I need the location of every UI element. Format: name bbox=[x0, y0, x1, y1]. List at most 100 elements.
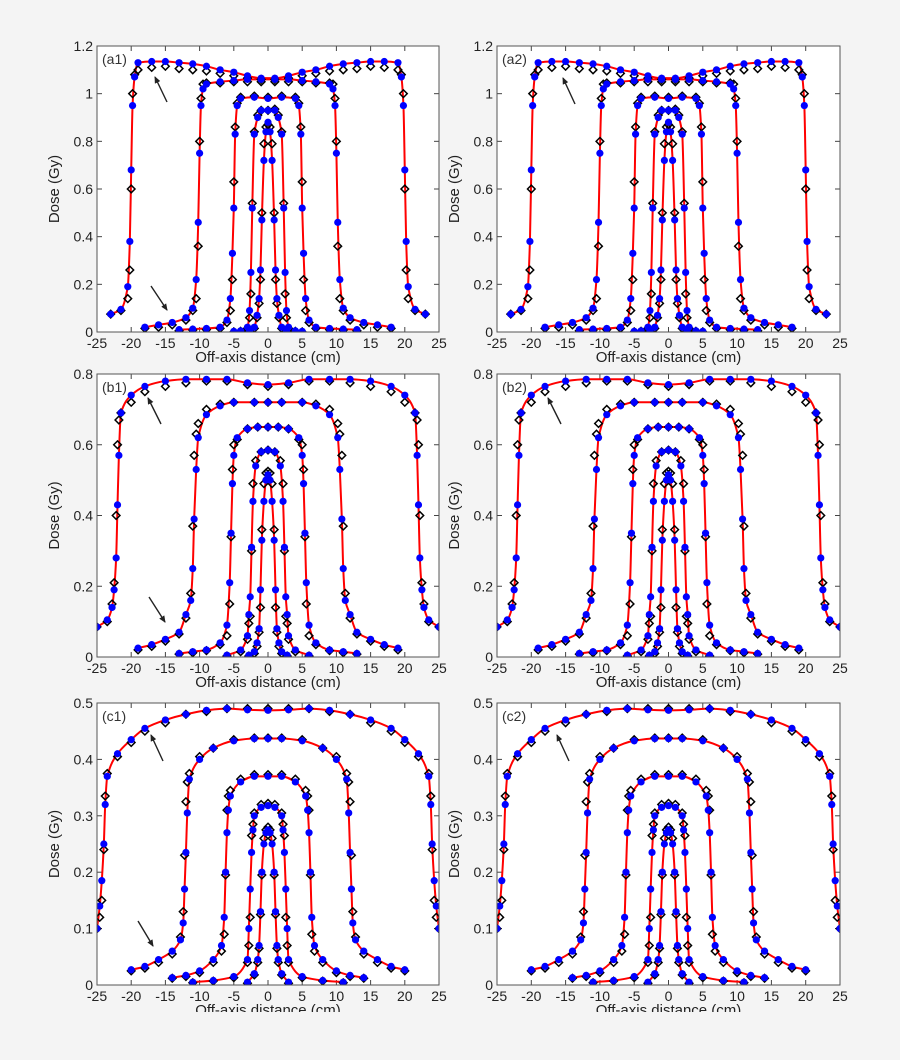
dot-marker bbox=[360, 947, 368, 955]
dot-marker bbox=[189, 325, 197, 332]
y-tick-label: 1.2 bbox=[74, 38, 94, 54]
diamond-marker bbox=[127, 88, 138, 99]
dot-marker bbox=[534, 59, 542, 67]
dot-marker bbox=[671, 448, 679, 456]
dot-marker bbox=[216, 78, 224, 86]
dot-marker bbox=[767, 635, 776, 643]
dot-marker bbox=[651, 970, 659, 978]
diamond-marker bbox=[766, 381, 777, 392]
diamond-marker bbox=[365, 381, 376, 392]
dot-marker bbox=[325, 411, 334, 419]
dot-marker bbox=[826, 616, 834, 624]
dot-marker bbox=[685, 425, 693, 433]
y-tick-label: 0.4 bbox=[74, 751, 94, 767]
diamond-marker bbox=[331, 136, 342, 147]
y-tick-label: 0.6 bbox=[74, 181, 94, 197]
dot-marker bbox=[246, 593, 254, 601]
dot-marker bbox=[706, 316, 714, 324]
dot-marker bbox=[497, 623, 501, 631]
diamond-marker bbox=[500, 791, 511, 801]
dot-marker bbox=[341, 596, 349, 605]
dot-marker bbox=[353, 59, 361, 67]
dot-marker bbox=[223, 621, 231, 629]
dot-marker bbox=[414, 501, 423, 509]
dot-marker bbox=[664, 772, 673, 780]
dot-marker bbox=[684, 610, 692, 619]
dot-marker bbox=[255, 941, 263, 950]
dot-marker bbox=[678, 648, 686, 656]
y-tick-label: 0.8 bbox=[74, 366, 94, 382]
dot-marker bbox=[274, 113, 282, 122]
dot-marker bbox=[726, 324, 734, 332]
dot-marker bbox=[582, 848, 590, 857]
dot-marker bbox=[740, 60, 748, 68]
diamond-marker bbox=[304, 630, 314, 641]
dot-marker bbox=[258, 868, 266, 876]
dot-marker bbox=[233, 101, 241, 110]
dot-marker bbox=[128, 101, 137, 110]
dot-marker bbox=[515, 451, 523, 459]
dot-marker bbox=[257, 803, 265, 811]
dot-marker bbox=[508, 603, 516, 612]
plot-area bbox=[97, 46, 439, 332]
dot-marker bbox=[209, 744, 217, 752]
dot-marker bbox=[387, 962, 395, 970]
dot-marker bbox=[305, 375, 313, 383]
dot-marker bbox=[589, 648, 597, 656]
dot-marker bbox=[630, 451, 638, 459]
dot-marker bbox=[603, 80, 611, 88]
axes-box bbox=[496, 45, 841, 333]
dot-marker bbox=[256, 586, 265, 594]
diamond-marker bbox=[334, 293, 345, 304]
y-tick-label: 0.3 bbox=[74, 808, 94, 824]
dot-marker bbox=[706, 375, 714, 383]
dot-marker bbox=[127, 166, 135, 174]
y-tick-label: 0.4 bbox=[474, 508, 494, 524]
dot-marker bbox=[748, 885, 756, 893]
dot-marker bbox=[829, 840, 837, 848]
diamond-marker bbox=[701, 305, 712, 316]
y-tick-label: 0 bbox=[485, 324, 493, 340]
dot-marker bbox=[513, 501, 522, 509]
dot-marker bbox=[597, 101, 605, 110]
dot-marker bbox=[586, 775, 594, 783]
dot-marker bbox=[651, 130, 659, 138]
y-tick-label: 0.4 bbox=[474, 229, 494, 245]
dot-marker bbox=[220, 913, 228, 921]
x-tick-label: -10 bbox=[189, 660, 209, 676]
dot-marker bbox=[678, 970, 686, 978]
dot-marker bbox=[645, 610, 653, 619]
x-tick-label: 10 bbox=[329, 660, 345, 676]
dot-marker bbox=[719, 976, 727, 985]
dot-marker bbox=[428, 840, 436, 848]
dot-marker bbox=[411, 409, 419, 417]
dot-marker bbox=[278, 734, 286, 743]
series-group bbox=[105, 57, 431, 332]
dot-marker bbox=[182, 314, 190, 322]
diamond-marker bbox=[243, 940, 254, 951]
diamond-marker bbox=[707, 929, 718, 940]
dot-marker bbox=[622, 868, 630, 876]
dot-marker bbox=[224, 806, 232, 814]
dot-marker bbox=[298, 76, 306, 85]
dot-marker bbox=[589, 978, 597, 985]
dot-marker bbox=[283, 651, 291, 657]
dot-marker bbox=[802, 391, 810, 399]
diamond-marker bbox=[725, 66, 736, 76]
diamond-marker bbox=[280, 912, 291, 923]
dot-marker bbox=[685, 956, 693, 964]
dot-marker bbox=[141, 382, 149, 390]
x-axis-label: Off-axis distance (cm) bbox=[596, 674, 742, 691]
diamond-marker bbox=[259, 138, 269, 149]
dot-marker bbox=[230, 451, 238, 459]
dot-marker bbox=[692, 94, 700, 103]
dot-marker bbox=[664, 706, 673, 714]
diamond-marker bbox=[181, 796, 191, 807]
dot-marker bbox=[373, 956, 382, 964]
series-group bbox=[497, 703, 840, 985]
dot-marker bbox=[302, 792, 310, 800]
dot-marker bbox=[299, 480, 308, 488]
x-tick-label: 15 bbox=[363, 988, 379, 1004]
dot-marker bbox=[658, 868, 666, 876]
y-tick-label: 0.6 bbox=[74, 437, 94, 453]
